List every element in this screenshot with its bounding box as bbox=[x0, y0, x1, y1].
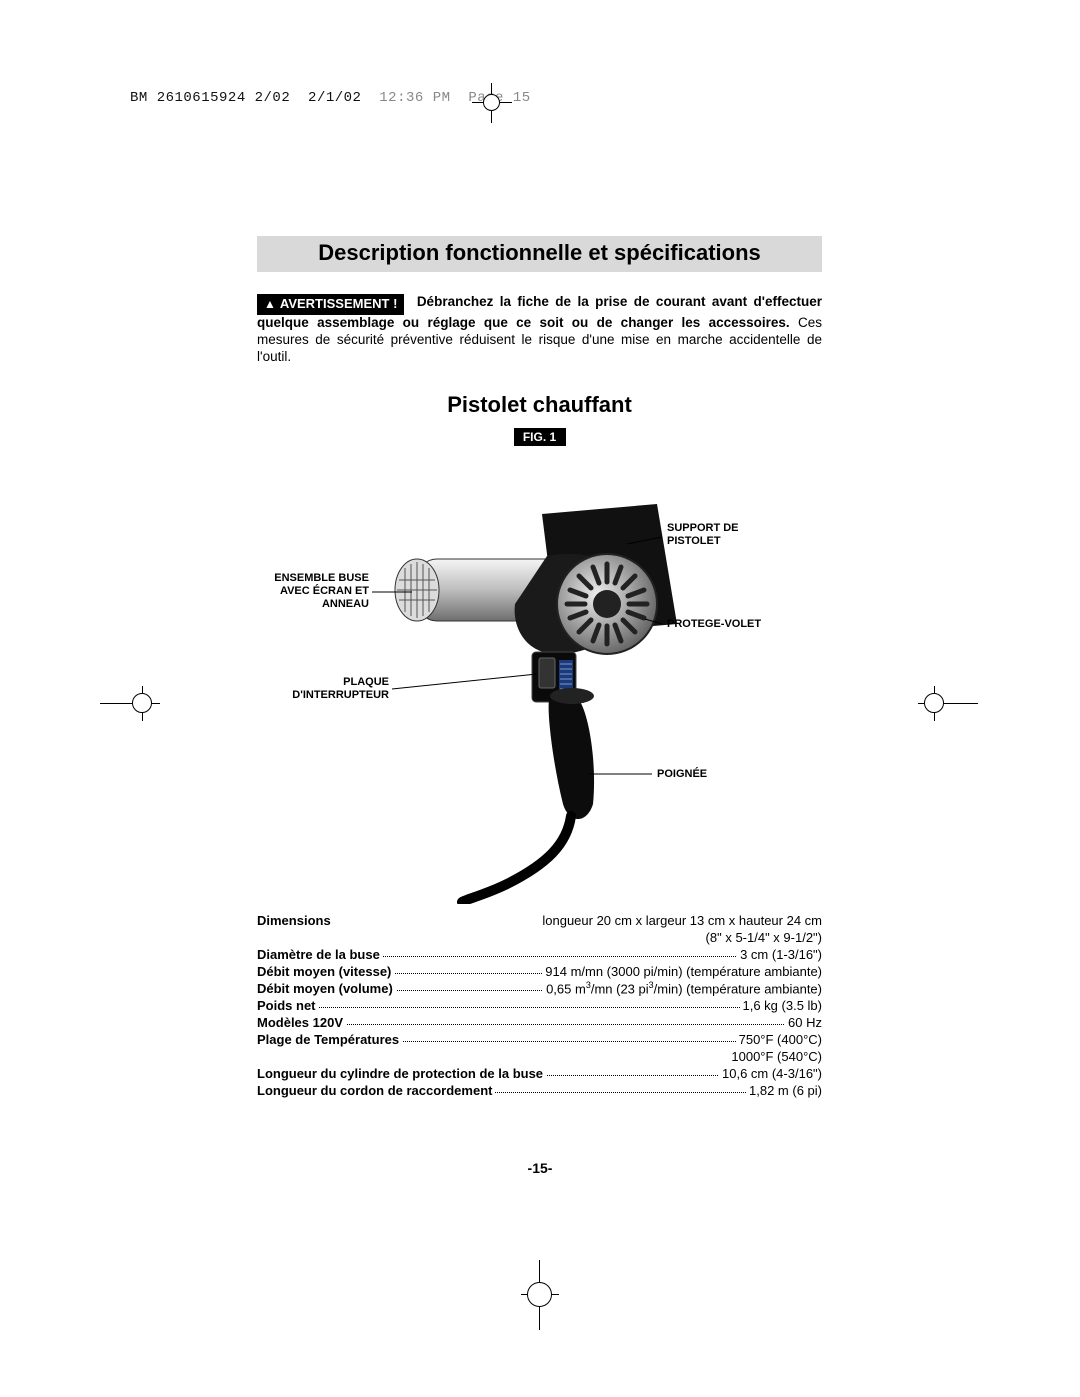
registration-mark-right bbox=[918, 674, 978, 734]
doc-date: 2/1/02 bbox=[308, 90, 361, 106]
callout-switch-plate: PLAQUE D'INTERRUPTEUR bbox=[257, 676, 389, 702]
spec-nozzle-diameter: Diamètre de la buse 3 cm (1-3/16") bbox=[257, 946, 822, 963]
spec-temp-range: Plage de Températures 750°F (400°C) bbox=[257, 1031, 822, 1048]
spec-barrel-length: Longueur du cylindre de protection de la… bbox=[257, 1065, 822, 1082]
callout-handle: POIGNÉE bbox=[657, 768, 707, 781]
page-content: Description fonctionnelle et spécificati… bbox=[257, 236, 822, 1099]
spec-avg-velocity: Débit moyen (vitesse) 914 m/mn (3000 pi/… bbox=[257, 963, 822, 980]
spec-temp-range-2: 1000°F (540°C) bbox=[257, 1048, 822, 1065]
section-title: Description fonctionnelle et spécificati… bbox=[257, 236, 822, 272]
spec-models: Modèles 120V 60 Hz bbox=[257, 1014, 822, 1031]
spec-dimensions: Dimensions longueur 20 cm x largeur 13 c… bbox=[257, 912, 822, 929]
page-number: -15- bbox=[0, 1160, 1080, 1176]
registration-mark-bottom bbox=[523, 1260, 557, 1330]
callout-nozzle: ENSEMBLE BUSE AVEC ÉCRAN ET ANNEAU bbox=[257, 572, 369, 612]
product-diagram: ENSEMBLE BUSE AVEC ÉCRAN ET ANNEAU PLAQU… bbox=[257, 464, 822, 904]
print-job-header: BM 2610615924 2/02 2/1/02 12:36 PM Page … bbox=[130, 90, 531, 106]
warning-triangle-icon: ▲ bbox=[264, 297, 276, 312]
specifications-list: Dimensions longueur 20 cm x largeur 13 c… bbox=[257, 912, 822, 1099]
spec-dimensions-imperial: (8" x 5-1/4" x 9-1/2") bbox=[257, 929, 822, 946]
spec-net-weight: Poids net 1,6 kg (3.5 lb) bbox=[257, 997, 822, 1014]
warning-block: ▲AVERTISSEMENT ! Débranchez la fiche de … bbox=[257, 294, 822, 366]
figure-label: FIG. 1 bbox=[514, 428, 566, 446]
doc-id: BM 2610615924 2/02 bbox=[130, 90, 290, 106]
product-subtitle: Pistolet chauffant bbox=[257, 392, 822, 418]
spec-avg-volume: Débit moyen (volume) 0,65 m3/mn (23 pi3/… bbox=[257, 980, 822, 997]
spec-cord-length: Longueur du cordon de raccordement 1,82 … bbox=[257, 1082, 822, 1099]
warning-badge: ▲AVERTISSEMENT ! bbox=[257, 294, 404, 315]
callout-shutter: PROTEGE-VOLET bbox=[667, 618, 761, 631]
warning-badge-text: AVERTISSEMENT bbox=[280, 296, 390, 311]
registration-mark-left bbox=[100, 674, 160, 734]
callout-stand: SUPPORT DE PISTOLET bbox=[667, 522, 739, 548]
registration-mark-top bbox=[477, 88, 507, 118]
doc-time: 12:36 PM bbox=[379, 90, 450, 106]
